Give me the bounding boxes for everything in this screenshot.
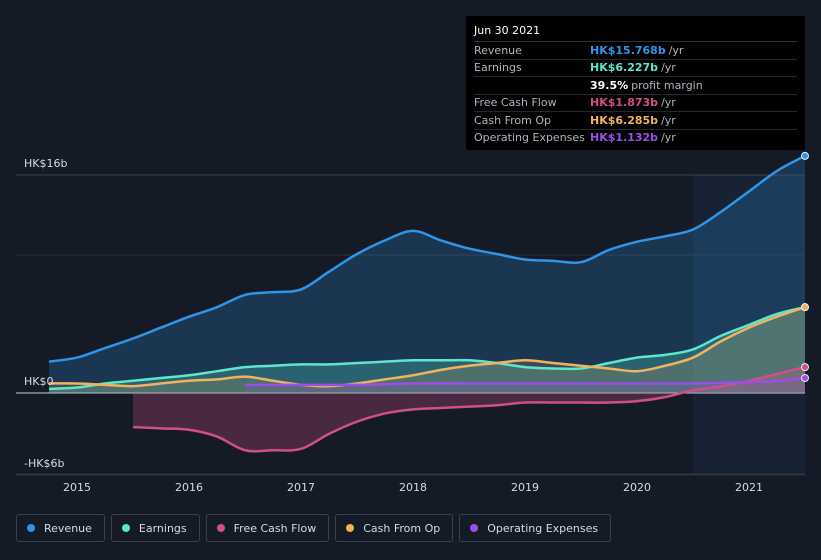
legend-label: Operating Expenses bbox=[487, 521, 599, 535]
tooltip-row: Operating Expenses HK$1.132b/yr bbox=[474, 130, 797, 147]
revenue-area bbox=[49, 155, 805, 393]
earnings-line bbox=[48, 305, 806, 391]
free-cash-flow-area bbox=[133, 367, 805, 452]
tooltip-label: Earnings bbox=[474, 61, 522, 75]
legend-dot-icon bbox=[470, 524, 479, 532]
x-tick-label: 2020 bbox=[623, 481, 651, 494]
legend-label: Free Cash Flow bbox=[233, 521, 317, 535]
legend-label: Revenue bbox=[44, 521, 92, 535]
tooltip-value: HK$6.227b bbox=[590, 61, 659, 75]
legend-item-earnings[interactable]: Earnings bbox=[110, 514, 200, 542]
cash-from-op-end-point bbox=[801, 303, 809, 312]
tooltip-value: HK$15.768b bbox=[590, 43, 666, 57]
tooltip-unit: /yr bbox=[661, 61, 676, 75]
revenue-line bbox=[48, 154, 806, 363]
operating-expenses-line bbox=[245, 376, 806, 387]
tooltip-panel: Jun 30 2021 Revenue HK$15.768b/yr Earnings… bbox=[466, 16, 805, 150]
x-tick-label: 2019 bbox=[511, 481, 539, 494]
earnings-area bbox=[49, 307, 805, 393]
tooltip-unit: /yr bbox=[661, 96, 676, 110]
legend: Revenue Earnings Free Cash Flow Cash From O… bbox=[16, 514, 612, 542]
legend-item-cash-from-op[interactable]: Cash From Op bbox=[335, 514, 454, 542]
legend-label: Earnings bbox=[138, 521, 187, 535]
tooltip-date: Jun 30 2021 bbox=[474, 22, 797, 42]
x-tick-label: 2017 bbox=[287, 481, 315, 494]
legend-dot-icon bbox=[216, 524, 225, 532]
tooltip-unit: /yr bbox=[668, 43, 684, 57]
tooltip-row: Revenue HK$15.768b/yr bbox=[474, 42, 797, 60]
legend-label: Cash From Op bbox=[363, 521, 441, 535]
tooltip-row: Cash From Op HK$6.285b/yr bbox=[474, 112, 797, 130]
legend-item-revenue[interactable]: Revenue bbox=[16, 514, 105, 542]
x-tick-label: 2018 bbox=[399, 481, 427, 494]
legend-dot-icon bbox=[346, 524, 355, 532]
tooltip-label: Free Cash Flow bbox=[474, 96, 557, 110]
operating-expenses-area bbox=[245, 378, 805, 393]
tooltip-label: Revenue bbox=[474, 43, 522, 57]
tooltip-unit: profit margin bbox=[631, 78, 703, 92]
tooltip-unit: /yr bbox=[661, 131, 676, 145]
tooltip-row: Earnings HK$6.227b/yr bbox=[474, 60, 797, 77]
y-tick-label: HK$0 bbox=[24, 375, 53, 388]
y-tick-label: HK$16b bbox=[24, 157, 67, 170]
legend-dot-icon bbox=[121, 524, 130, 532]
tooltip-value: HK$6.285b bbox=[590, 113, 659, 127]
x-tick-label: 2015 bbox=[63, 481, 91, 494]
tooltip-unit: /yr bbox=[661, 113, 676, 127]
cash-from-op-area bbox=[49, 307, 805, 393]
revenue-end-point bbox=[801, 151, 809, 160]
legend-item-free-cash-flow[interactable]: Free Cash Flow bbox=[205, 514, 330, 542]
tooltip-row: 39.5% profit margin bbox=[474, 77, 797, 95]
operating-expenses-end-point bbox=[801, 374, 809, 383]
tooltip-value: 39.5% bbox=[590, 78, 629, 92]
tooltip-label: Operating Expenses bbox=[474, 131, 585, 145]
free-cash-flow-line bbox=[132, 365, 806, 453]
cash-from-op-line bbox=[48, 305, 806, 388]
x-tick-label: 2016 bbox=[175, 481, 203, 494]
free-cash-flow-end-point bbox=[801, 363, 809, 372]
tooltip-value: HK$1.132b bbox=[590, 131, 659, 145]
tooltip-row: Free Cash Flow HK$1.873b/yr bbox=[474, 95, 797, 112]
y-tick-label: -HK$6b bbox=[24, 457, 64, 470]
tooltip-value: HK$1.873b bbox=[590, 96, 659, 110]
x-tick-label: 2021 bbox=[735, 481, 763, 494]
legend-dot-icon bbox=[27, 524, 35, 532]
tooltip-label: Cash From Op bbox=[474, 113, 552, 127]
legend-item-operating-expenses[interactable]: Operating Expenses bbox=[459, 514, 612, 542]
